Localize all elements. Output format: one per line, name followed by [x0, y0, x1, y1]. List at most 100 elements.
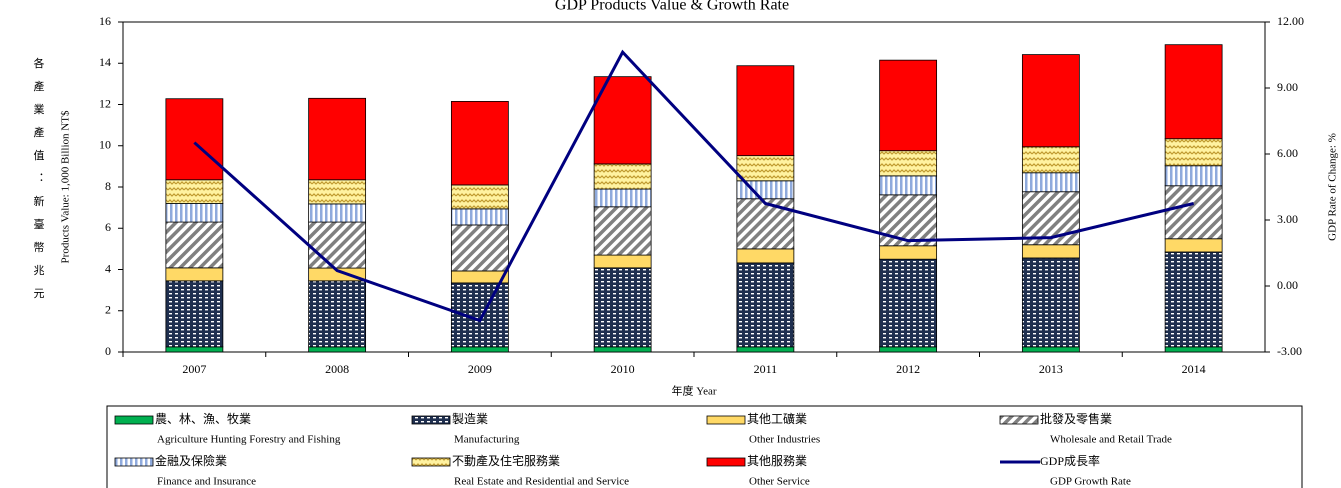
y-tick-label: 10 — [99, 138, 111, 152]
x-tick-label: 2013 — [1039, 362, 1063, 376]
legend-label-en: Other Service — [749, 476, 810, 488]
legend-label: 農、林、漁、牧業 — [155, 412, 251, 426]
chart-title: GDP Products Value & Growth Rate — [555, 0, 789, 14]
bar-segment — [1164, 251, 1223, 348]
bar-segment — [736, 198, 795, 250]
bar-segment — [593, 163, 652, 190]
y-tick-label: 16 — [99, 14, 111, 28]
legend-label-en: Real Estate and Residential and Service — [454, 476, 629, 488]
x-tick-label: 2008 — [325, 362, 349, 376]
bar-segment — [593, 267, 652, 348]
y-tick-label: 2 — [105, 303, 111, 317]
legend-label-en: Other Industries — [749, 434, 820, 446]
bar-segment — [1164, 44, 1223, 140]
legend-label-en: GDP Growth Rate — [1050, 476, 1131, 488]
y2-tick-label: 0.00 — [1277, 278, 1298, 292]
x-tick-label: 2010 — [611, 362, 635, 376]
legend-swatch — [114, 457, 154, 467]
bar-segment — [593, 254, 652, 269]
legend-label-en: Wholesale and Retail Trade — [1050, 434, 1172, 446]
legend-label: GDP成長率 — [1040, 453, 1100, 468]
bar-segment — [165, 179, 224, 204]
bar-segment — [308, 203, 367, 223]
bar-segment — [736, 155, 795, 182]
line-series — [193, 49, 1194, 323]
bar-segment — [1021, 346, 1080, 353]
bar-segment — [1021, 146, 1080, 174]
bar-segment — [593, 346, 652, 353]
bar-segment — [1021, 54, 1080, 148]
y2-tick-label: 12.00 — [1277, 14, 1304, 28]
bar-segment — [165, 221, 224, 269]
side-label: 各產業產值：新臺幣兆元 — [32, 56, 45, 310]
bar-segment — [1164, 185, 1223, 240]
legend-label: 批發及零售業 — [1040, 411, 1112, 426]
x-tick-label: 2007 — [182, 362, 206, 376]
plot-area — [122, 21, 1266, 353]
y2-tick-label: 3.00 — [1277, 212, 1298, 226]
bar-segment — [450, 224, 509, 272]
y2-tick-label: 6.00 — [1277, 146, 1298, 160]
y-tick-label: 14 — [99, 55, 111, 69]
bar-segment — [879, 346, 938, 353]
bar-segment — [308, 97, 367, 181]
bar-segment — [165, 98, 224, 181]
legend-label: 不動產及住宅服務業 — [452, 453, 560, 468]
legend-swatch — [411, 415, 451, 425]
y-tick-label: 8 — [105, 179, 111, 193]
bar-segment — [1021, 172, 1080, 193]
bar-segment — [1164, 138, 1223, 167]
bar-segment — [736, 248, 795, 264]
x-tick-label: 2011 — [754, 362, 778, 376]
bar-segment — [593, 188, 652, 208]
legend-label: 其他工礦業 — [747, 411, 807, 426]
y2-tick-label: -3.00 — [1277, 344, 1302, 358]
bar-segment — [879, 194, 938, 247]
legend-label-en: Finance and Insurance — [157, 476, 256, 488]
legend-label: 金融及保險業 — [155, 453, 227, 468]
legend-label: 其他服務業 — [747, 454, 807, 468]
bar-segment — [1164, 165, 1223, 187]
y-tick-label: 0 — [105, 344, 111, 358]
legend-label: 製造業 — [452, 412, 488, 426]
y2-axis-label: GDP Rate of Change: % — [1327, 133, 1339, 241]
x-tick-label: 2009 — [468, 362, 492, 376]
legend-label-en: Manufacturing — [454, 434, 520, 446]
bar-segment — [165, 203, 224, 223]
bar-segment — [1164, 346, 1223, 353]
bar-segment — [450, 101, 509, 186]
legend-swatch — [706, 415, 746, 425]
legend-swatch — [114, 415, 154, 425]
y-axis-label: Products Value: 1,000 Billion NT$ — [60, 110, 72, 263]
bar-segment — [450, 184, 509, 210]
bar-segment — [165, 267, 224, 282]
bar-segment — [450, 346, 509, 353]
legend-swatch — [411, 457, 451, 467]
bar-segment — [736, 346, 795, 353]
bar-segment — [165, 280, 224, 348]
x-tick-label: 2014 — [1182, 362, 1206, 376]
bar-segment — [736, 262, 795, 348]
bar-segment — [308, 346, 367, 353]
bar-segment — [879, 150, 938, 177]
bar-segment — [736, 65, 795, 157]
bar-segment — [593, 206, 652, 256]
bar-segment — [1021, 257, 1080, 348]
x-axis-label: 年度 Year — [671, 384, 716, 398]
bar-segment — [879, 258, 938, 348]
bar-segment — [308, 221, 367, 269]
bar-segment — [879, 245, 938, 260]
legend-swatch — [999, 415, 1039, 425]
bar-segment — [450, 208, 509, 226]
bar-segment — [1164, 238, 1223, 253]
legend-label-en: Agriculture Hunting Forestry and Fishing — [157, 434, 341, 446]
bar-segment — [308, 280, 367, 348]
bar-segment — [1021, 191, 1080, 246]
bar-segment — [879, 175, 938, 196]
y2-tick-label: 9.00 — [1277, 80, 1298, 94]
bar-segment — [879, 59, 938, 152]
legend-swatch — [706, 457, 746, 467]
bar-segment — [593, 76, 652, 165]
y-tick-label: 12 — [99, 96, 111, 110]
